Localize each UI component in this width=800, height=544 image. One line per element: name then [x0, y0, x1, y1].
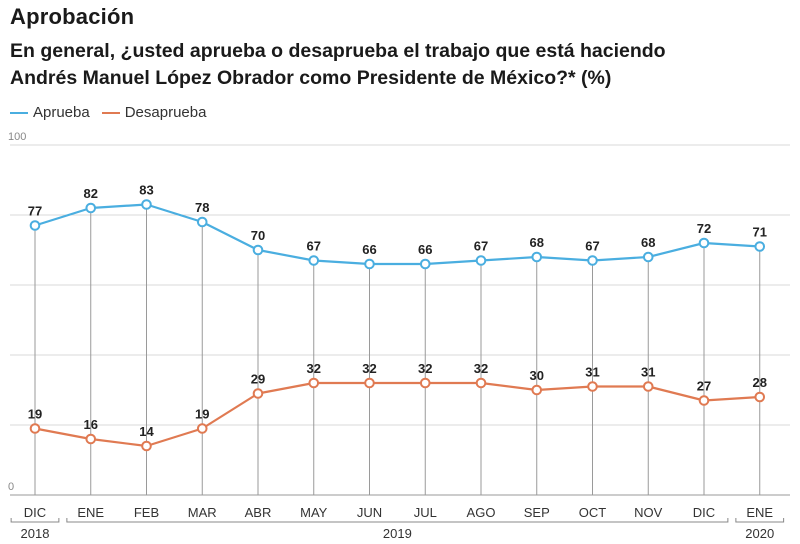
- y-tick-label-100: 100: [8, 131, 26, 143]
- point-aprueba-6: [364, 258, 375, 270]
- y-tick-label-0: 0: [8, 481, 14, 493]
- x-tick-label-2: FEB: [134, 505, 159, 520]
- data-label-desaprueba-2: 14: [139, 424, 154, 439]
- point-desaprueba-1: [85, 433, 97, 445]
- x-tick-label-8: AGO: [467, 505, 496, 520]
- point-aprueba-8: [475, 255, 487, 266]
- x-tick-label-10: OCT: [579, 505, 607, 520]
- point-desaprueba-10: [587, 381, 598, 392]
- data-label-aprueba-12: 72: [697, 221, 711, 236]
- data-label-desaprueba-4: 29: [251, 372, 265, 387]
- data-label-aprueba-2: 83: [139, 183, 153, 198]
- point-aprueba-13: [754, 241, 766, 252]
- x-tick-label-9: SEP: [524, 505, 550, 520]
- data-label-aprueba-3: 78: [195, 200, 209, 215]
- x-tick-label-0: DIC: [24, 505, 46, 520]
- point-desaprueba-3: [196, 423, 208, 434]
- year-bracket-2018: [10, 518, 60, 523]
- data-label-desaprueba-0: 19: [28, 407, 42, 422]
- data-label-aprueba-1: 82: [84, 186, 98, 201]
- data-label-desaprueba-6: 32: [362, 361, 376, 376]
- data-label-aprueba-4: 70: [251, 228, 265, 243]
- subtitle-line-2: Andrés Manuel López Obrador como Preside…: [10, 67, 612, 89]
- chart-legend: Aprueba Desaprueba: [10, 104, 218, 121]
- data-label-aprueba-6: 66: [362, 242, 376, 257]
- data-label-desaprueba-10: 31: [585, 365, 599, 380]
- x-tick-label-4: ABR: [245, 505, 272, 520]
- point-aprueba-9: [531, 251, 543, 263]
- year-bracket-2020: [735, 518, 785, 523]
- point-desaprueba-0: [29, 423, 41, 434]
- x-tick-label-11: NOV: [634, 505, 663, 520]
- data-label-aprueba-13: 71: [753, 225, 767, 240]
- legend-swatch-aprueba: [10, 111, 28, 114]
- point-aprueba-12: [698, 237, 710, 249]
- point-aprueba-4: [252, 244, 264, 256]
- point-desaprueba-6: [364, 377, 375, 389]
- point-desaprueba-9: [531, 384, 543, 396]
- data-label-aprueba-0: 77: [28, 204, 42, 219]
- chart-subtitle: En general, ¿usted aprueba o desaprueba …: [10, 38, 790, 92]
- point-desaprueba-8: [475, 377, 487, 389]
- point-aprueba-0: [29, 220, 41, 231]
- point-aprueba-10: [587, 255, 598, 266]
- point-desaprueba-11: [642, 381, 654, 392]
- point-aprueba-7: [419, 258, 431, 270]
- data-label-aprueba-8: 67: [474, 239, 488, 254]
- point-desaprueba-7: [419, 377, 431, 389]
- point-aprueba-11: [642, 251, 654, 263]
- data-label-desaprueba-13: 28: [753, 375, 767, 390]
- data-label-desaprueba-1: 16: [84, 417, 98, 432]
- point-aprueba-2: [141, 199, 152, 210]
- year-label-2019: 2019: [383, 526, 412, 541]
- year-label-2018: 2018: [21, 526, 50, 541]
- legend-label-aprueba: Aprueba: [33, 104, 90, 121]
- data-label-desaprueba-5: 32: [307, 361, 321, 376]
- x-tick-label-5: MAY: [300, 505, 328, 520]
- data-label-desaprueba-3: 19: [195, 407, 209, 422]
- data-label-aprueba-10: 67: [585, 239, 599, 254]
- legend-swatch-desaprueba: [101, 111, 120, 114]
- data-label-desaprueba-8: 32: [474, 361, 488, 376]
- data-label-desaprueba-12: 27: [697, 379, 711, 394]
- legend-item-aprueba: Aprueba: [10, 104, 90, 121]
- data-label-aprueba-7: 66: [418, 242, 432, 257]
- point-desaprueba-2: [141, 440, 152, 452]
- data-label-aprueba-11: 68: [641, 235, 655, 250]
- x-tick-label-6: JUN: [357, 505, 382, 520]
- point-desaprueba-4: [252, 388, 264, 399]
- series-line-aprueba: [34, 203, 760, 266]
- point-aprueba-5: [308, 255, 320, 266]
- point-aprueba-1: [85, 202, 97, 214]
- legend-label-desaprueba: Desaprueba: [124, 104, 207, 121]
- point-aprueba-3: [196, 216, 208, 228]
- year-label-2020: 2020: [745, 526, 774, 541]
- data-label-desaprueba-11: 31: [641, 365, 655, 380]
- year-bracket-2019: [66, 518, 729, 523]
- point-desaprueba-13: [754, 391, 766, 403]
- legend-item-desaprueba: Desaprueba: [101, 104, 207, 121]
- chart-title: Aprobación: [10, 4, 135, 29]
- subtitle-line-1: En general, ¿usted aprueba o desaprueba …: [10, 40, 666, 62]
- point-desaprueba-5: [308, 377, 320, 389]
- data-label-aprueba-9: 68: [530, 235, 544, 250]
- data-label-aprueba-5: 67: [307, 239, 321, 254]
- data-label-desaprueba-9: 30: [530, 368, 544, 383]
- x-tick-label-13: ENE: [746, 505, 773, 520]
- data-label-desaprueba-7: 32: [418, 361, 432, 376]
- series-line-desaprueba: [34, 381, 760, 448]
- x-tick-label-1: ENE: [77, 505, 104, 520]
- x-tick-label-3: MAR: [188, 505, 217, 520]
- point-desaprueba-12: [698, 395, 710, 406]
- x-tick-label-12: DIC: [693, 505, 715, 520]
- x-tick-label-7: JUL: [414, 505, 437, 520]
